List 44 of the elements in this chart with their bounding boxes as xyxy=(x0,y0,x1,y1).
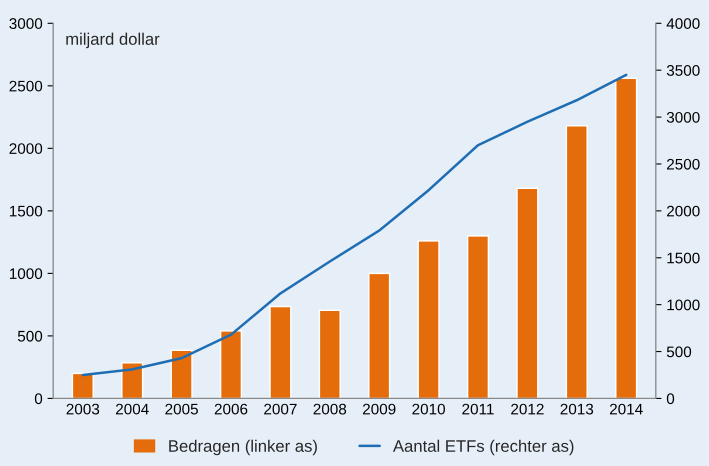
x-tick-label: 2003 xyxy=(66,404,100,415)
x-tick-label: 2008 xyxy=(314,404,346,415)
y2-tick-label: 4000 xyxy=(666,18,700,29)
bar xyxy=(466,235,490,398)
y-axis-title: miljard dollar xyxy=(66,32,160,48)
x-tick-label: 2014 xyxy=(610,404,643,415)
legend-label: Aantal ETFs (rechter as) xyxy=(392,440,574,456)
y-tick-label: 500 xyxy=(18,330,42,342)
y2-tick-label: 2000 xyxy=(667,206,700,217)
bar xyxy=(121,362,144,398)
x-tick-label: 2010 xyxy=(412,404,445,415)
bar xyxy=(368,272,390,398)
legend-label: Bedragen (linker as) xyxy=(169,440,317,456)
x-tick-label: 2004 xyxy=(116,404,149,415)
x-tick-label: 2013 xyxy=(560,404,594,415)
y2-tick-label: 0 xyxy=(666,393,674,404)
bar xyxy=(418,240,440,398)
line-series xyxy=(82,74,628,376)
y2-tick-label: 1000 xyxy=(667,300,700,310)
y-tick-label: 0 xyxy=(34,393,42,404)
bar xyxy=(220,330,242,398)
x-tick-label: 2005 xyxy=(165,404,198,415)
x-tick-label: 2009 xyxy=(362,404,396,415)
y2-tick-label: 1500 xyxy=(667,252,700,264)
y-tick-label: 1500 xyxy=(10,206,42,217)
x-tick-label: 2011 xyxy=(462,404,494,415)
y-tick-label: 3000 xyxy=(9,18,42,29)
bar xyxy=(566,125,588,398)
x-tick-label: 2007 xyxy=(264,404,297,415)
y2-tick-label: 2500 xyxy=(667,158,700,170)
y-tick-label: 1000 xyxy=(10,268,42,280)
x-tick-label: 2006 xyxy=(214,404,248,415)
y-tick-label: 2500 xyxy=(10,80,42,92)
bar xyxy=(318,310,341,398)
y2-tick-label: 3500 xyxy=(666,65,700,76)
y2-tick-label: 3000 xyxy=(666,112,700,123)
x-tick-label: 2012 xyxy=(511,404,544,415)
bar xyxy=(269,306,292,398)
bar xyxy=(72,372,94,398)
bar xyxy=(170,350,193,398)
bar xyxy=(615,78,638,398)
y2-tick-label: 500 xyxy=(666,346,692,358)
y-tick-label: 2000 xyxy=(10,143,42,154)
bar xyxy=(516,188,538,398)
